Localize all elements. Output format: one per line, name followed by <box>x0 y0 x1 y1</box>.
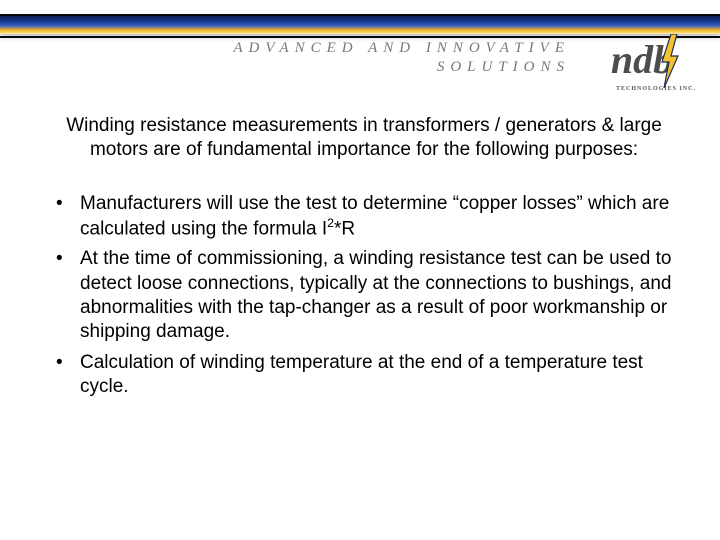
logo: ndb TECHNOLOGIES INC. <box>582 28 702 90</box>
tagline-line-1: ADVANCED AND INNOVATIVE <box>233 40 570 57</box>
header: ADVANCED AND INNOVATIVE SOLUTIONS ndb TE… <box>0 0 720 96</box>
tagline: ADVANCED AND INNOVATIVE SOLUTIONS <box>233 40 570 76</box>
list-item: Calculation of winding temperature at th… <box>56 351 694 400</box>
bullet-text-pre: At the time of commissioning, a winding … <box>80 248 672 342</box>
lightning-bolt-shape <box>662 34 678 88</box>
bullet-text-post: *R <box>334 218 355 239</box>
bullet-superscript: 2 <box>327 216 334 230</box>
tagline-line-2: SOLUTIONS <box>233 59 570 76</box>
list-item: Manufacturers will use the test to deter… <box>56 192 694 242</box>
intro-paragraph: Winding resistance measurements in trans… <box>52 114 676 162</box>
content: Winding resistance measurements in trans… <box>0 96 720 399</box>
bullet-text-pre: Manufacturers will use the test to deter… <box>80 193 669 240</box>
lightning-bolt-icon <box>660 34 680 88</box>
list-item: At the time of commissioning, a winding … <box>56 247 694 344</box>
logo-subtext: TECHNOLOGIES INC. <box>616 86 696 92</box>
bullet-text-pre: Calculation of winding temperature at th… <box>80 352 643 397</box>
slide: ADVANCED AND INNOVATIVE SOLUTIONS ndb TE… <box>0 0 720 540</box>
bullet-list: Manufacturers will use the test to deter… <box>34 192 694 400</box>
